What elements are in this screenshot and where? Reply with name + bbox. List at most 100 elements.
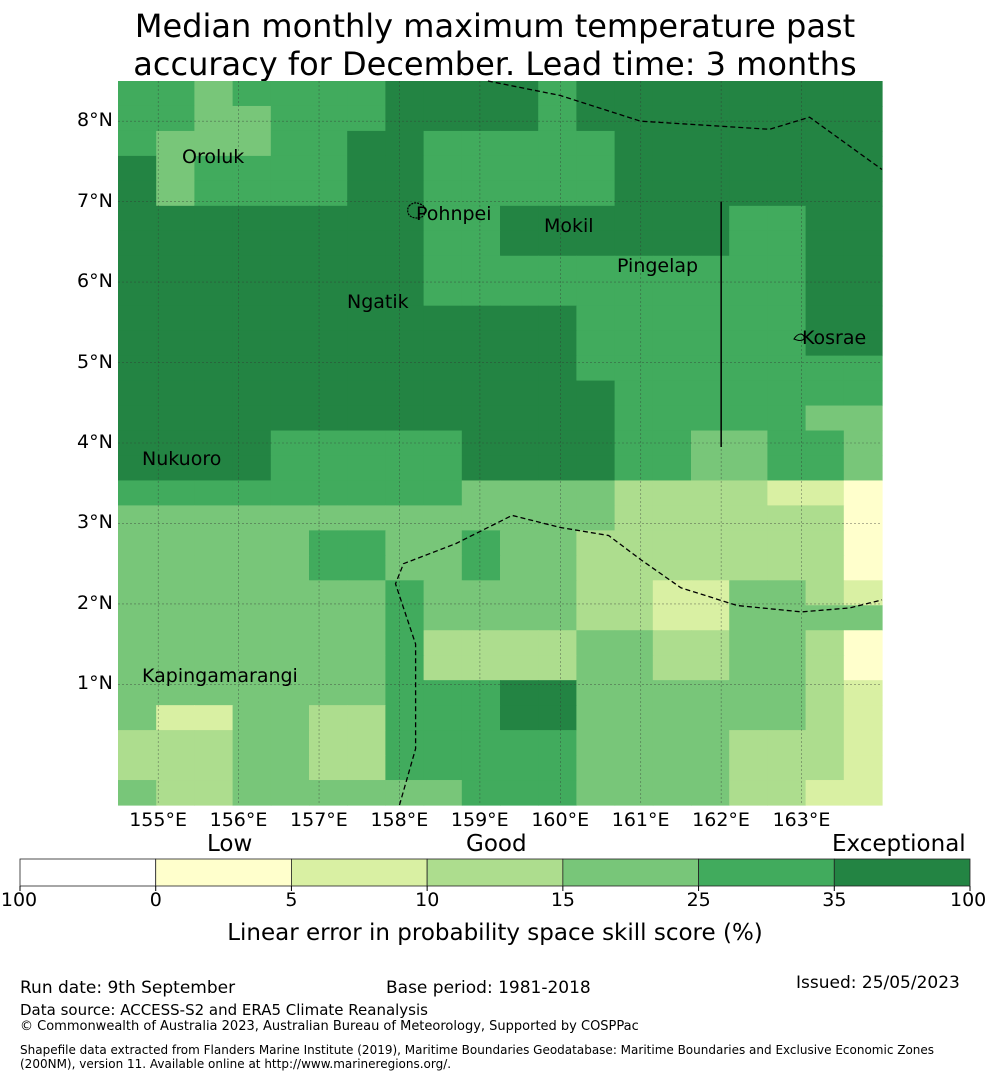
grid-cell [767, 230, 807, 257]
colorbar-tick-label: 35 [822, 889, 847, 911]
grid-cell [232, 780, 272, 806]
grid-cell [729, 780, 768, 806]
grid-cell [691, 605, 730, 631]
grid-cell [194, 155, 234, 182]
grid-cell [729, 430, 768, 457]
grid-cell [270, 255, 310, 282]
grid-cell [576, 380, 616, 407]
grid-cell [423, 81, 463, 107]
grid-cell [232, 505, 272, 531]
grid-cell [843, 81, 883, 107]
grid-cell [691, 280, 730, 307]
grid-cell [347, 230, 386, 257]
grid-cell [729, 555, 768, 581]
grid-cell [500, 655, 539, 681]
grid-cell [691, 505, 730, 531]
lon-tick-label: 156°E [209, 809, 268, 831]
grid-cell [232, 330, 272, 357]
grid-cell [500, 330, 539, 357]
place-label: Pohnpei [416, 203, 492, 225]
grid-cell [805, 455, 845, 482]
grid-cell [843, 680, 883, 706]
grid-cell [652, 780, 692, 806]
grid-cell [614, 480, 654, 507]
grid-cell [576, 505, 616, 531]
grid-cell [347, 505, 386, 531]
grid-cell [614, 730, 654, 756]
grid-cell [500, 355, 539, 382]
grid-cell [843, 730, 883, 756]
grid-cell [614, 605, 654, 631]
grid-cell [461, 530, 501, 556]
grid-cell [843, 505, 883, 531]
grid-cell [270, 630, 310, 656]
lat-tick-label: 3°N [77, 511, 113, 534]
grid-cell [691, 530, 730, 556]
grid-cell [652, 81, 692, 107]
grid-cell [347, 530, 386, 556]
grid-cell [500, 530, 539, 556]
grid-cell [461, 505, 501, 531]
grid-cell [805, 205, 845, 232]
colorbar-segment [291, 858, 428, 887]
grid-cell [538, 330, 577, 357]
grid-cell [118, 81, 157, 107]
grid-cell [576, 280, 616, 307]
grid-cell [194, 655, 234, 681]
grid-cell [461, 605, 501, 631]
grid-cell [729, 705, 768, 731]
grid-cell [423, 780, 463, 806]
grid-cell [156, 105, 195, 132]
grid-cell [614, 405, 654, 432]
lon-tick-label: 162°E [692, 809, 750, 831]
lat-tick-label: 2°N [77, 591, 113, 614]
grid-cell [309, 105, 348, 132]
grid-cell [347, 280, 386, 307]
grid-cell [843, 280, 883, 307]
grid-cell [614, 330, 654, 357]
grid-cell [576, 155, 616, 182]
grid-cell [423, 755, 463, 781]
grid-cell [385, 155, 425, 182]
grid-cell [805, 480, 845, 507]
grid-cell [385, 530, 425, 556]
grid-cell [232, 280, 272, 307]
colorbar-tick-label: 25 [686, 889, 711, 911]
grid-cell [538, 705, 577, 731]
grid-cell [118, 305, 157, 332]
grid-cell [347, 655, 386, 681]
grid-cell [156, 480, 195, 507]
grid-cell [194, 480, 234, 507]
grid-cell [843, 130, 883, 157]
grid-cell [538, 305, 577, 332]
grid-cell [500, 755, 539, 781]
grid-cell [729, 405, 768, 432]
grid-cell [691, 755, 730, 781]
grid-cell [729, 330, 768, 357]
grid-cell [767, 330, 807, 357]
grid-cell [461, 430, 501, 457]
grid-cell [767, 380, 807, 407]
grid-cell [232, 480, 272, 507]
grid-cell [385, 705, 425, 731]
grid-cell [843, 305, 883, 332]
grid-cell [194, 530, 234, 556]
grid-cell [232, 580, 272, 606]
grid-cell [691, 680, 730, 706]
grid-cell [767, 505, 807, 531]
grid-cell [614, 630, 654, 656]
grid-cell [156, 230, 195, 257]
grid-cell [385, 205, 425, 232]
grid-cell [309, 505, 348, 531]
grid-cell [652, 355, 692, 382]
grid-cell [347, 780, 386, 806]
grid-cell [347, 81, 386, 107]
grid-cell [500, 705, 539, 731]
grid-cell [270, 480, 310, 507]
grid-cell [614, 255, 654, 282]
grid-cell [385, 655, 425, 681]
grid-cell [347, 430, 386, 457]
lon-tick-label: 160°E [531, 809, 590, 831]
grid-cell [194, 355, 234, 382]
grid-cell [232, 455, 272, 482]
